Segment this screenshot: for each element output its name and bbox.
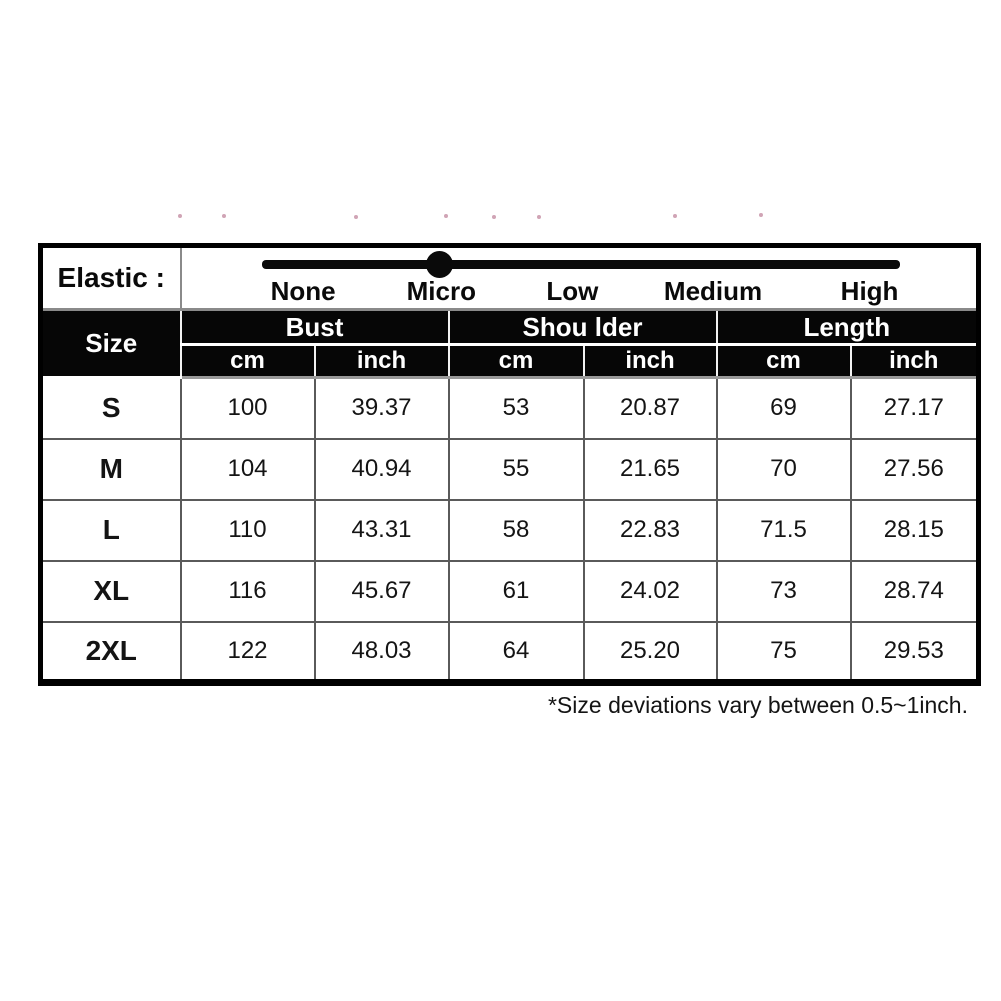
unit-header-length-inch: inch [849,343,980,379]
dot [673,214,677,218]
dot [444,214,448,218]
unit-header-shoulder-cm: cm [447,343,585,379]
slider-label-low: Low [546,276,599,306]
dot [222,214,226,218]
group-header-row: Size Bust Shou lder Length [39,308,980,379]
value-cell: 28.74 [849,559,980,623]
dot [354,215,358,219]
dot [178,214,182,218]
unit-header-bust-inch: inch [313,343,450,379]
value-cell: 104 [179,437,316,501]
table-row-l: L 110 43.31 58 22.83 71.5 28.15 [39,498,980,562]
value-cell: 45.67 [313,559,450,623]
value-cell: 58 [447,498,585,562]
slider-label-medium: Medium [663,276,763,306]
value-cell: 21.65 [582,437,718,501]
size-deviation-note: *Size deviations vary between 0.5~1inch. [547,692,968,718]
value-cell: 122 [179,620,316,684]
size-cell: L [39,498,182,562]
value-cell: 61 [447,559,585,623]
dot [492,215,496,219]
size-chart-table: Elastic : None Micro Low Medium High Siz… [38,243,982,686]
value-cell: 20.87 [582,376,718,440]
value-cell: 116 [179,559,316,623]
slider-track[interactable] [261,260,900,269]
value-cell: 55 [447,437,585,501]
table-row-xl: XL 116 45.67 61 24.02 73 28.74 [39,559,980,623]
value-cell: 75 [715,620,852,684]
value-cell: 40.94 [313,437,450,501]
unit-header-bust-cm: cm [179,343,316,379]
value-cell: 24.02 [582,559,718,623]
elastic-row: Elastic : None Micro Low Medium High [40,245,979,311]
size-cell: XL [39,559,182,623]
shoulder-group-header: Shou lder [447,308,718,346]
value-cell: 27.56 [849,437,980,501]
slider-handle[interactable] [425,251,453,278]
value-cell: 64 [447,620,585,684]
unit-header-length-cm: cm [715,343,852,379]
table-row-s: S 100 39.37 53 20.87 69 27.17 [39,376,980,440]
size-cell: S [39,376,182,440]
table-row-m: M 104 40.94 55 21.65 70 27.56 [39,437,980,501]
value-cell: 29.53 [849,620,980,684]
value-cell: 27.17 [849,376,980,440]
slider-label-micro: Micro [406,276,476,306]
value-cell: 73 [715,559,852,623]
elastic-scale: None Micro Low Medium High [180,245,979,311]
dot [759,213,763,217]
value-cell: 43.31 [313,498,450,562]
unit-header-row: cm inch cm inch cm inch [41,343,980,379]
length-group-header: Length [715,308,980,346]
dot [537,215,541,219]
value-cell: 53 [447,376,585,440]
table-row-2xl: 2XL 122 48.03 64 25.20 75 29.53 [39,620,980,684]
value-cell: 28.15 [849,498,980,562]
elastic-label: Elastic : [40,245,182,311]
value-cell: 71.5 [715,498,852,562]
slider-label-high: High [840,276,899,306]
size-column-header: Size [39,308,182,379]
bust-group-header: Bust [179,308,450,346]
value-cell: 100 [179,376,316,440]
unit-header-shoulder-inch: inch [582,343,718,379]
value-cell: 110 [179,498,316,562]
slider-labels: None Micro Low Medium High [182,276,977,306]
value-cell: 22.83 [582,498,718,562]
value-cell: 39.37 [313,376,450,440]
value-cell: 69 [715,376,852,440]
size-cell: 2XL [39,620,182,684]
value-cell: 70 [715,437,852,501]
value-cell: 25.20 [582,620,718,684]
size-cell: M [39,437,182,501]
value-cell: 48.03 [313,620,450,684]
slider-label-none: None [270,276,336,306]
